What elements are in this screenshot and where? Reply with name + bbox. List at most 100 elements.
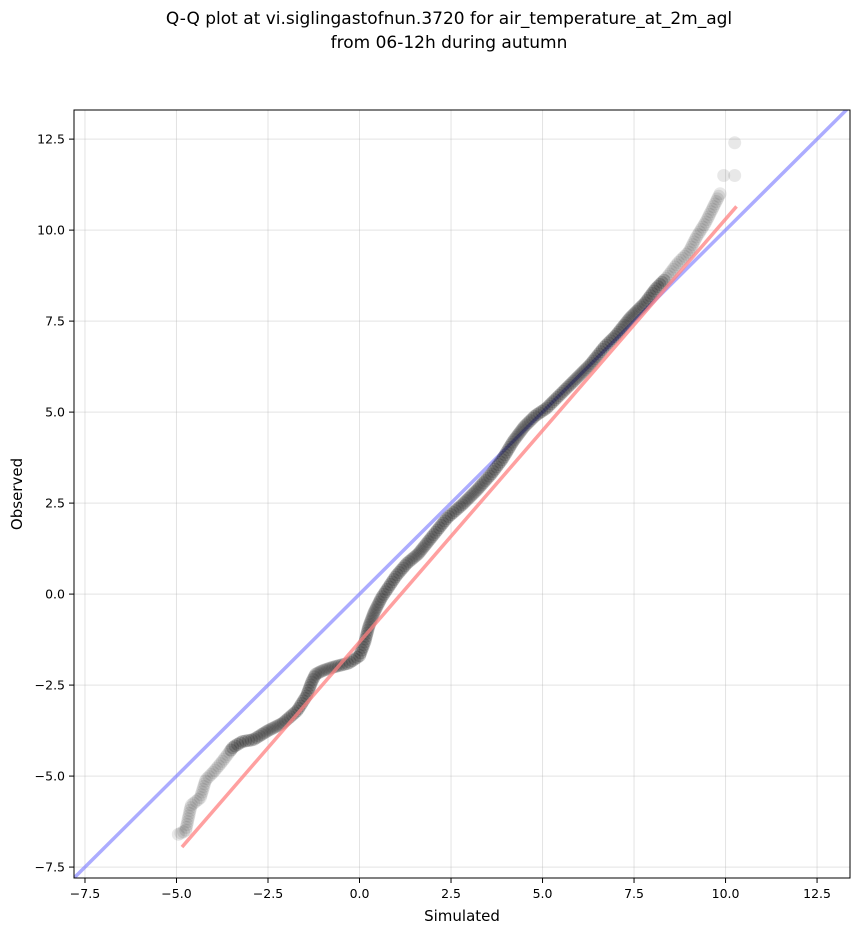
data-point — [444, 508, 458, 522]
data-point — [488, 462, 502, 476]
data-point — [241, 734, 255, 748]
data-point — [328, 660, 342, 673]
data-point — [197, 780, 211, 794]
data-point — [348, 652, 362, 666]
data-point — [550, 391, 564, 405]
data-point — [537, 403, 551, 417]
data-point — [413, 544, 427, 558]
data-point — [642, 291, 656, 305]
data-point — [303, 678, 317, 692]
data-point — [495, 453, 509, 467]
data-point — [471, 482, 485, 496]
data-point — [387, 573, 401, 586]
data-point — [590, 349, 604, 363]
data-point — [651, 280, 665, 294]
data-point — [612, 325, 626, 339]
data-point — [466, 487, 480, 501]
data-point — [288, 706, 302, 720]
data-point — [185, 798, 198, 812]
data-point — [271, 719, 285, 733]
data-point — [559, 382, 573, 396]
data-point — [369, 602, 383, 616]
data-point — [627, 307, 641, 321]
x-tick-label: −7.5 — [70, 886, 100, 901]
data-point — [262, 723, 276, 737]
data-point — [495, 453, 509, 467]
data-point — [420, 536, 434, 550]
data-point — [444, 507, 458, 521]
data-point — [605, 332, 619, 346]
data-point — [542, 399, 556, 413]
data-point — [379, 585, 393, 599]
data-point — [540, 401, 554, 415]
data-point — [387, 573, 401, 587]
data-point — [402, 554, 416, 568]
data-point — [530, 407, 544, 421]
data-point — [583, 358, 597, 372]
data-point — [257, 726, 271, 740]
data-point — [688, 232, 702, 246]
data-point — [423, 532, 437, 546]
y-tick-label: 10.0 — [37, 223, 65, 238]
fit-line — [180, 205, 738, 849]
data-point — [204, 768, 218, 782]
data-point — [515, 423, 529, 437]
x-axis-label: Simulated — [424, 907, 500, 925]
data-point — [561, 380, 575, 394]
data-point — [406, 551, 420, 565]
data-point — [581, 360, 595, 374]
data-point — [418, 539, 432, 553]
data-point — [562, 379, 576, 393]
data-point — [625, 309, 639, 323]
data-point — [619, 316, 633, 330]
data-point — [518, 419, 532, 433]
data-point — [649, 282, 663, 296]
data-point — [655, 276, 669, 290]
data-point — [617, 318, 631, 332]
data-point — [535, 404, 549, 418]
data-point — [643, 289, 657, 303]
data-point — [210, 761, 224, 775]
data-point — [264, 722, 278, 736]
data-point — [181, 812, 195, 826]
data-point — [412, 545, 426, 559]
data-point — [385, 575, 399, 589]
data-point — [421, 534, 435, 548]
data-point — [249, 731, 263, 745]
data-point — [255, 727, 269, 741]
data-point — [560, 381, 574, 395]
data-point — [353, 649, 367, 663]
data-point — [451, 502, 465, 516]
data-point — [263, 723, 277, 737]
data-point — [599, 338, 613, 352]
data-point — [390, 568, 404, 582]
data-point — [525, 412, 539, 426]
data-point — [233, 736, 247, 750]
data-point — [348, 652, 362, 666]
data-point — [457, 496, 471, 510]
data-point — [409, 549, 423, 563]
data-point — [399, 557, 413, 571]
data-point — [592, 347, 606, 361]
data-point — [651, 280, 665, 294]
fit-line-layer — [180, 205, 738, 849]
data-point — [196, 782, 210, 796]
data-point — [408, 549, 422, 563]
data-point — [231, 737, 245, 751]
data-point — [470, 483, 484, 497]
data-point — [552, 389, 566, 403]
data-point — [254, 728, 268, 742]
data-point — [304, 676, 318, 690]
data-point — [526, 411, 540, 425]
x-tick-label: 7.5 — [624, 886, 644, 901]
data-point — [316, 664, 330, 678]
data-point — [208, 763, 222, 777]
data-point — [611, 326, 625, 340]
data-point — [634, 300, 648, 314]
data-point — [460, 493, 474, 507]
data-point — [350, 650, 364, 664]
data-point — [463, 490, 477, 504]
data-point — [414, 543, 428, 557]
data-point — [238, 734, 252, 748]
